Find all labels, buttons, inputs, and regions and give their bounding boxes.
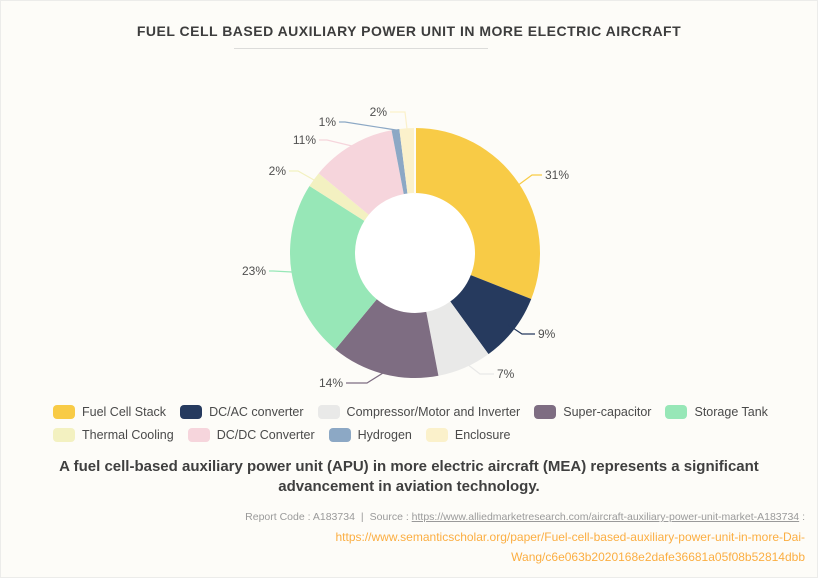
- legend-item-compressor-motor-and-inverter[interactable]: Compressor/Motor and Inverter: [317, 405, 521, 419]
- slice-percent-label: 7%: [497, 367, 515, 381]
- legend-swatch: [180, 405, 203, 419]
- slice-percent-label: 23%: [242, 264, 266, 278]
- footer-meta-line: Report Code : A183734 | Source : https://w…: [165, 507, 805, 527]
- donut-hole: [355, 193, 475, 313]
- summary-text: A fuel cell-based auxiliary power unit (…: [59, 458, 759, 496]
- legend-item-dc-ac-converter[interactable]: DC/AC converter: [180, 405, 304, 419]
- label-leader-line: [269, 270, 293, 273]
- legend-swatch: [328, 428, 351, 442]
- pie-slice-thermal-cooling[interactable]: [309, 173, 369, 221]
- legend-label: Enclosure: [454, 428, 511, 442]
- slice-percent-label: 9%: [538, 327, 556, 341]
- legend-swatch: [187, 428, 210, 442]
- label-leader-line: [390, 111, 408, 130]
- scholar-link-line1[interactable]: https://www.semanticscholar.org/paper/Fu…: [335, 530, 805, 544]
- legend-swatch: [425, 428, 448, 442]
- pie-slice-storage-tank[interactable]: [289, 186, 377, 350]
- legend-label: Fuel Cell Stack: [82, 405, 167, 419]
- legend-swatch: [53, 428, 75, 442]
- pie-slice-enclosure[interactable]: [399, 128, 415, 194]
- legend-item-fuel-cell-stack[interactable]: Fuel Cell Stack: [53, 405, 166, 419]
- legend-label: Hydrogen: [357, 428, 412, 442]
- legend-item-hydrogen[interactable]: Hydrogen: [328, 428, 412, 442]
- legend-item-dc-dc-converter[interactable]: DC/DC Converter: [187, 428, 315, 442]
- legend-label: Thermal Cooling: [82, 428, 174, 442]
- legend-label: DC/DC Converter: [216, 428, 315, 442]
- legend-item-thermal-cooling[interactable]: Thermal Cooling: [53, 428, 174, 442]
- legend-swatch: [53, 405, 75, 419]
- legend-label: Super-capacitor: [563, 405, 652, 419]
- slice-percent-label: 2%: [269, 164, 287, 178]
- chart-title: FUEL CELL BASED AUXILIARY POWER UNIT IN …: [136, 23, 682, 39]
- source-suffix: :: [799, 511, 805, 523]
- legend-label: Compressor/Motor and Inverter: [346, 405, 521, 419]
- legend-swatch: [317, 405, 340, 419]
- pie-slice-super-capacitor[interactable]: [335, 299, 439, 378]
- separator: |: [360, 511, 364, 523]
- legend-label: Storage Tank: [694, 405, 768, 419]
- chart-legend: Fuel Cell Stack DC/AC converter Compressor…: [53, 405, 803, 442]
- pie-slice-fuel-cell-stack[interactable]: [415, 128, 540, 300]
- label-leader-line: [319, 139, 353, 147]
- slice-percent-label: 31%: [545, 168, 569, 182]
- slice-percent-label: 14%: [319, 376, 343, 390]
- label-leader-line: [346, 372, 384, 384]
- source-label: Source :: [369, 511, 412, 523]
- title-underline: [234, 48, 488, 49]
- footer: Report Code : A183734 | Source : https://w…: [165, 507, 805, 567]
- slice-percent-label: 2%: [370, 105, 388, 119]
- legend-swatch: [534, 405, 557, 419]
- label-leader-line: [516, 174, 542, 187]
- label-leader-line: [466, 363, 494, 375]
- pie-slice-dc-ac-converter[interactable]: [450, 275, 532, 355]
- pie-slice-compressor-motor-and-inverter[interactable]: [426, 301, 489, 376]
- legend-item-storage-tank[interactable]: Storage Tank: [665, 405, 768, 419]
- report-code: Report Code : A183734: [245, 511, 355, 523]
- pie-slice-hydrogen[interactable]: [391, 128, 408, 195]
- label-leader-line: [506, 323, 535, 335]
- label-leader-line: [289, 170, 315, 181]
- label-leader-line: [339, 121, 397, 131]
- legend-label: DC/AC converter: [209, 405, 304, 419]
- legend-item-enclosure[interactable]: Enclosure: [425, 428, 511, 442]
- legend-swatch: [665, 405, 688, 419]
- legend-item-super-capacitor[interactable]: Super-capacitor: [534, 405, 651, 419]
- slice-percent-label: 11%: [293, 133, 316, 147]
- slice-percent-label: 1%: [319, 115, 337, 129]
- pie-slice-dc-dc-converter[interactable]: [318, 130, 404, 215]
- source-link[interactable]: https://www.alliedmarketresearch.com/air…: [411, 511, 800, 523]
- scholar-link-line2[interactable]: Wang/c6e063b2020168e2dafe36681a05f08b528…: [511, 550, 805, 564]
